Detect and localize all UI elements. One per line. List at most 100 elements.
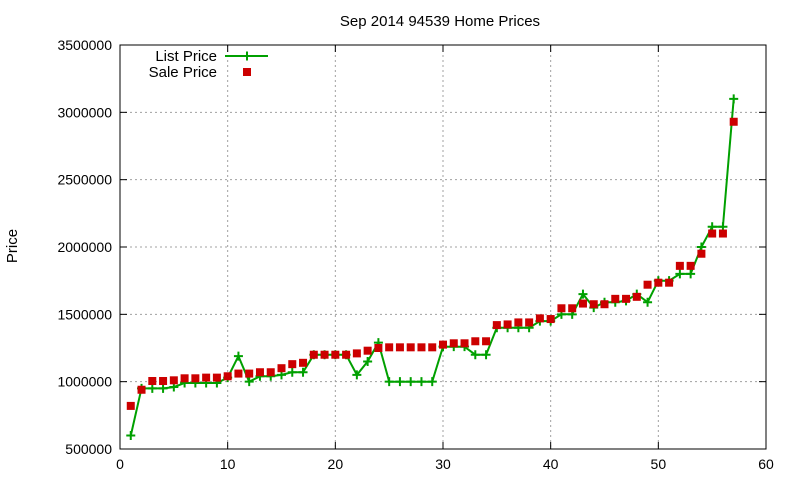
legend-label-list-price: List Price xyxy=(155,48,217,65)
sale-price-point xyxy=(643,280,652,289)
list-price-point xyxy=(427,377,437,387)
sale-price-point xyxy=(665,278,674,287)
sale-price-point xyxy=(223,372,232,381)
sale-price-point xyxy=(460,339,469,348)
sale-price-point xyxy=(245,369,254,378)
sale-price-point xyxy=(374,344,383,352)
sale-price-point xyxy=(180,374,189,383)
x-tick-label: 30 xyxy=(435,456,451,472)
sale-price-point xyxy=(342,350,351,359)
y-tick-label: 2000000 xyxy=(57,239,112,255)
sale-price-point xyxy=(675,261,684,270)
sale-price-point xyxy=(535,314,544,323)
x-tick-label: 0 xyxy=(116,456,124,472)
y-tick-label: 2500000 xyxy=(57,172,112,188)
sale-price-point xyxy=(514,318,523,327)
sale-price-point xyxy=(557,304,566,313)
sale-price-point xyxy=(471,337,480,346)
sale-price-point xyxy=(320,350,329,359)
list-price-point xyxy=(578,289,588,299)
sale-price-point xyxy=(482,337,491,346)
chart-title: Sep 2014 94539 Home Prices xyxy=(340,13,540,30)
list-price-point xyxy=(363,356,373,366)
sale-price-point xyxy=(331,350,340,359)
list-price-point xyxy=(729,94,739,104)
list-price-point xyxy=(233,351,243,361)
list-price-point xyxy=(406,377,416,387)
legend-marker-list-price xyxy=(242,51,252,61)
y-tick-label: 1000000 xyxy=(57,374,112,390)
sale-price-point xyxy=(191,374,200,383)
list-price-point xyxy=(126,431,136,441)
x-tick-label: 40 xyxy=(543,456,559,472)
sale-price-point xyxy=(632,292,641,301)
y-tick-label: 500000 xyxy=(65,441,112,457)
sale-price-point xyxy=(568,304,577,313)
sale-price-point xyxy=(600,300,609,309)
sale-price-point xyxy=(449,339,458,348)
legend-label-sale-price: Sale Price xyxy=(149,64,217,81)
sale-price-point xyxy=(169,376,178,385)
list-price-point xyxy=(416,377,426,387)
sale-price-point xyxy=(546,315,555,324)
y-tick-label: 3500000 xyxy=(57,37,112,53)
sale-price-point xyxy=(525,318,534,327)
sale-price-point xyxy=(255,368,264,377)
sale-price-point xyxy=(299,358,308,367)
sale-price-point xyxy=(503,320,512,329)
list-price-point xyxy=(470,350,480,360)
x-tick-label: 10 xyxy=(220,456,236,472)
sale-price-point xyxy=(202,373,211,382)
sale-price-point xyxy=(288,360,297,369)
legend-marker-sale-price xyxy=(243,68,251,76)
sale-price-point xyxy=(622,294,631,303)
sale-price-point xyxy=(686,261,695,270)
y-tick-label: 1500000 xyxy=(57,306,112,322)
series-layer xyxy=(126,94,739,441)
y-tick-label: 3000000 xyxy=(57,104,112,120)
list-price-point xyxy=(384,377,394,387)
y-axis-label: Price xyxy=(4,229,21,263)
sale-price-point xyxy=(277,364,286,373)
sale-price-point xyxy=(439,340,447,349)
sale-price-point xyxy=(234,369,243,378)
legend: List Price Sale Price xyxy=(149,48,268,81)
list-price-point xyxy=(158,383,168,393)
sale-price-point xyxy=(611,294,620,303)
sale-price-point xyxy=(266,368,275,377)
list-price-point xyxy=(643,297,653,307)
sale-price-point xyxy=(729,117,738,126)
sale-price-point xyxy=(697,249,706,258)
sale-price-point xyxy=(159,376,168,385)
sale-price-point xyxy=(137,385,146,394)
sale-price-point xyxy=(406,343,415,352)
list-price-point xyxy=(395,377,405,387)
sale-price-point xyxy=(395,343,404,352)
sale-price-point xyxy=(212,373,221,382)
list-price-point xyxy=(298,367,308,377)
list-price-point xyxy=(686,269,696,279)
sale-price-point xyxy=(708,229,717,238)
sale-price-point xyxy=(428,343,437,352)
list-price-point xyxy=(675,269,685,279)
sale-price-point xyxy=(385,343,394,352)
sale-price-point xyxy=(654,278,663,287)
sale-price-point xyxy=(126,401,135,410)
sale-price-point xyxy=(363,346,372,355)
sale-price-point xyxy=(417,343,426,352)
sale-price-point xyxy=(492,321,501,330)
sale-price-point xyxy=(309,350,318,359)
sale-price-point xyxy=(589,300,598,309)
list-price-point xyxy=(147,383,157,393)
x-tick-label: 50 xyxy=(651,456,667,472)
list-price-point xyxy=(287,367,297,377)
list-price-point xyxy=(481,350,491,360)
x-tick-label: 20 xyxy=(328,456,344,472)
x-tick-label: 60 xyxy=(758,456,774,472)
sale-price-point xyxy=(578,299,587,308)
sale-price-point xyxy=(352,349,361,358)
sale-price-point xyxy=(718,229,727,238)
tick-layer: 500000 1000000 1500000 2000000 2500000 300000… xyxy=(57,37,774,472)
